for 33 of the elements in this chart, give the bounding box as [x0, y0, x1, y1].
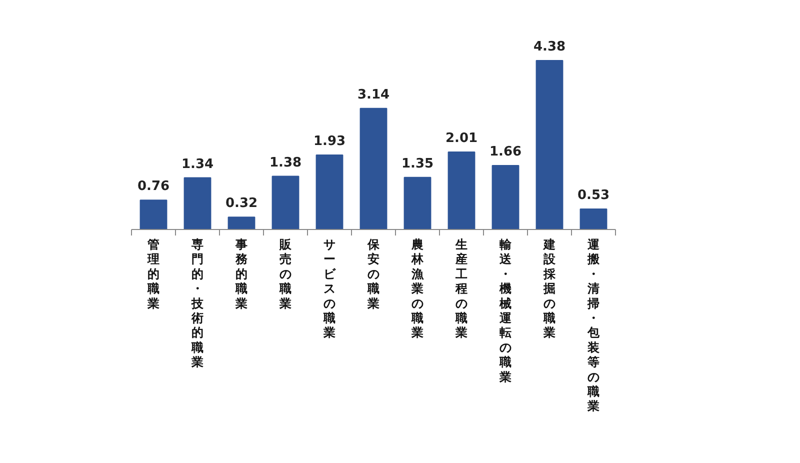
- x-tick-label: 農林漁業の職業: [410, 238, 424, 340]
- x-tick-label: 事務的職業: [234, 238, 248, 310]
- data-label: 3.14: [357, 87, 390, 102]
- bar: [184, 177, 212, 230]
- data-label: 2.01: [445, 130, 478, 146]
- data-label: 1.66: [489, 144, 522, 160]
- x-tick-label: 生産工程の職業: [454, 238, 468, 340]
- data-label: 1.35: [401, 156, 434, 172]
- x-tick-label: サービスの職業: [322, 238, 336, 340]
- category-label: 運搬・清掃・包装等の職業: [588, 238, 600, 414]
- category-label: 専門的・技術的職業: [192, 238, 204, 370]
- bar: [272, 176, 300, 230]
- data-label: 1.93: [313, 134, 346, 150]
- x-tick-label: 販売の職業: [278, 238, 292, 310]
- data-label: 4.38: [533, 40, 566, 54]
- bar: [580, 208, 608, 230]
- data-label: 0.32: [225, 196, 258, 212]
- data-label: 0.53: [577, 188, 610, 204]
- bar: [360, 108, 388, 230]
- bar: [536, 60, 564, 230]
- data-label: 1.34: [181, 156, 214, 172]
- category-label: 輸送・機械運転の職業: [500, 238, 512, 384]
- bar: [228, 216, 256, 230]
- bar: [404, 176, 432, 230]
- bar: [316, 154, 344, 230]
- data-label: 0.76: [137, 179, 170, 194]
- data-label: 1.38: [269, 155, 302, 170]
- x-tick-label: 管理的職業: [146, 238, 160, 310]
- x-tick-label: 建設採掘の職業: [542, 238, 556, 340]
- bar: [448, 151, 476, 230]
- bar: [140, 200, 168, 230]
- bar: [492, 164, 520, 230]
- x-tick-label: 保安の職業: [366, 238, 380, 310]
